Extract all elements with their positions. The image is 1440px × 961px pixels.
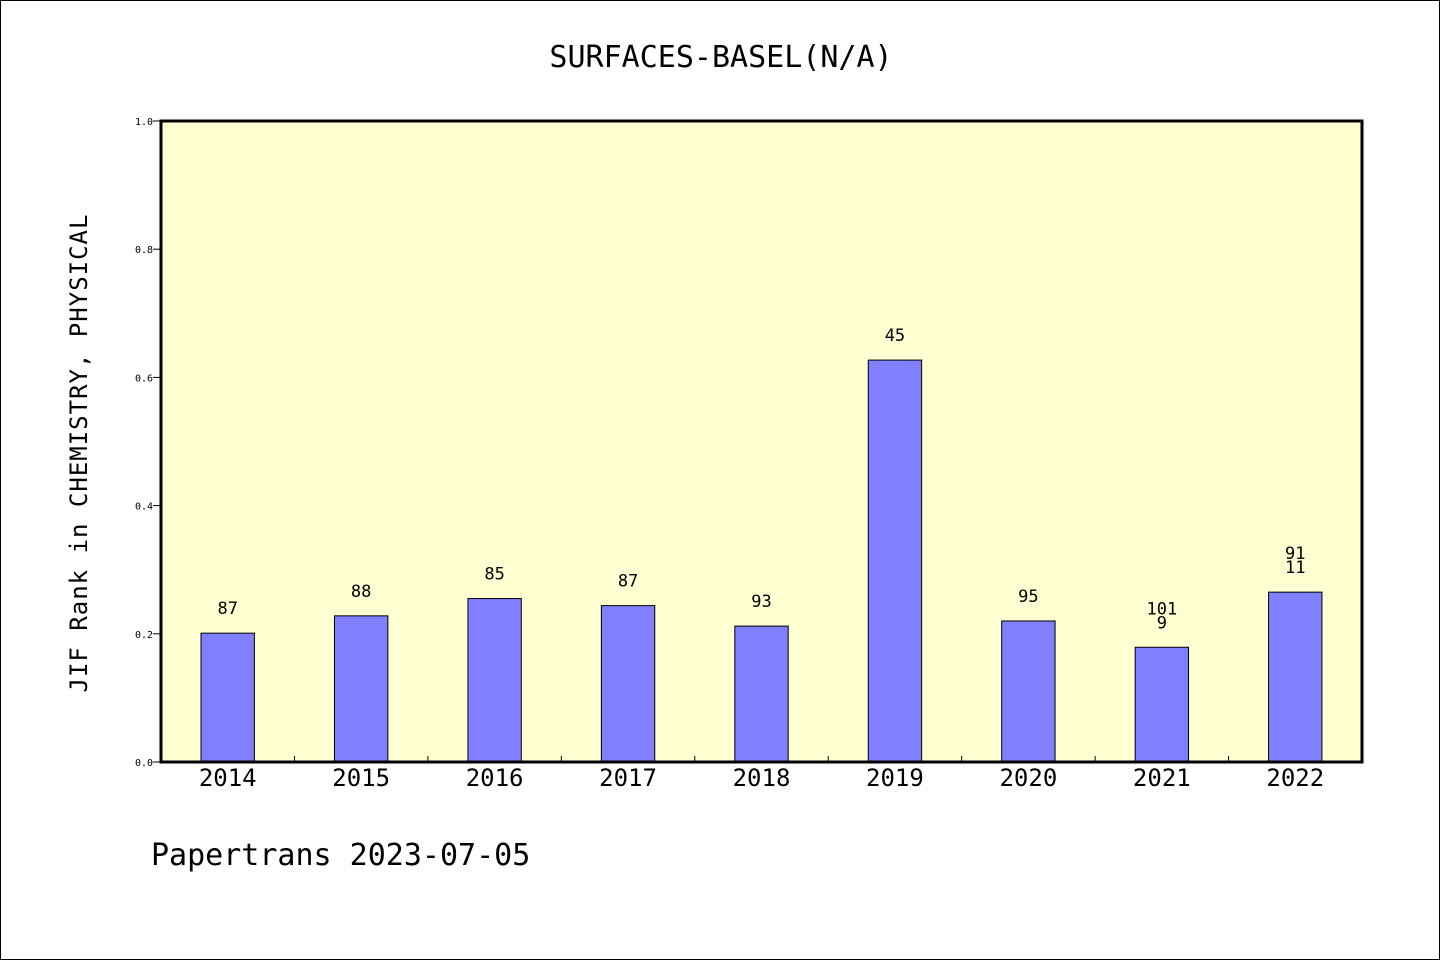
x-tick-label: 2020 [999, 764, 1057, 792]
bar-series [200, 359, 1323, 763]
y-axis-label: JIF Rank in CHEMISTRY, PHYSICAL [65, 214, 93, 693]
y-tick-label: 0.6 [135, 373, 153, 384]
x-tick-label: 2016 [466, 764, 524, 792]
x-tick-label: 2018 [733, 764, 791, 792]
bar-value-label: 101 [1146, 599, 1177, 619]
bar-2019 [867, 359, 923, 763]
bar-2018 [734, 625, 789, 763]
bar-value-label: 45 [885, 326, 905, 346]
y-tick-label: 1.0 [135, 117, 153, 128]
bar-2014 [200, 632, 255, 763]
y-tick-label: 0.0 [135, 758, 153, 769]
bar-value-label: 87 [618, 572, 638, 592]
bar-value-label: 87 [217, 599, 237, 619]
x-tick-label: 2014 [199, 764, 257, 792]
x-tick-label: 2015 [332, 764, 390, 792]
bar-2016 [467, 598, 522, 763]
bar-value-label: 88 [351, 582, 371, 602]
x-tick-label: 2017 [599, 764, 657, 792]
x-tick-label: 2021 [1133, 764, 1191, 792]
y-axis: 0.0 0.2 0.4 0.6 0.8 1.0 [135, 117, 161, 769]
bar-value-label: 91 [1285, 544, 1305, 564]
bar-2020 [1001, 620, 1056, 763]
footer-credit: Papertrans 2023-07-05 [151, 838, 530, 873]
bar-value-label: 11 [1285, 558, 1305, 578]
y-tick-label: 0.2 [135, 630, 153, 641]
x-tick-label: 2019 [866, 764, 924, 792]
bar-value-label: 93 [751, 592, 771, 612]
bar-2021 [1134, 646, 1190, 763]
y-tick-label: 0.4 [135, 502, 153, 513]
bar-value-label: 9 [1157, 613, 1167, 633]
bar-2017 [600, 605, 656, 763]
bar-value-label: 85 [484, 565, 504, 585]
bar-value-label: 95 [1018, 587, 1038, 607]
bar-2022 [1268, 591, 1323, 763]
chart-title: SURFACES-BASEL(N/A) [549, 40, 892, 75]
bar-2015 [333, 615, 389, 763]
x-tick-label: 2022 [1266, 764, 1324, 792]
plot-border [159, 119, 1364, 764]
x-axis: 2014 2015 2016 2017 2018 2019 2020 2021 2022 [199, 756, 1324, 792]
y-tick-label: 0.8 [135, 245, 153, 256]
